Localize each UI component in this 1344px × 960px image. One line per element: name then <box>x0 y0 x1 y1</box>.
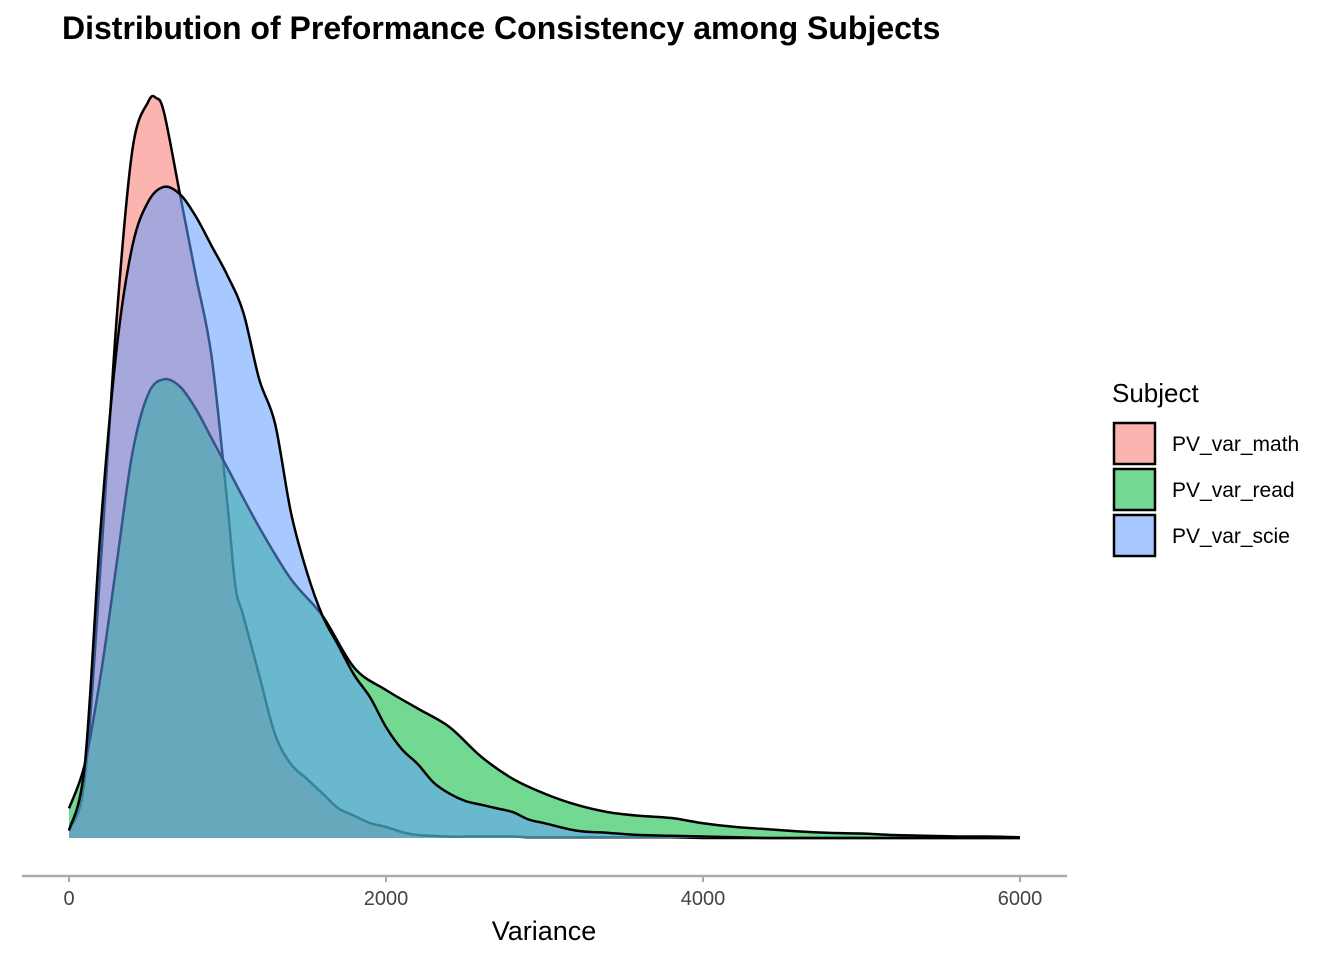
legend-key-pv-var-math <box>1112 421 1157 466</box>
legend-items: PV_var_math PV_var_read PV_var_scie <box>1112 421 1299 558</box>
legend-label-pv-var-read: PV_var_read <box>1172 479 1295 502</box>
legend: Subject PV_var_math PV_var_read PV_var_sci… <box>1112 378 1299 558</box>
x-tick-label: 6000 <box>998 888 1043 910</box>
density-area-pv-var-scie <box>69 186 1020 838</box>
chart-title: Distribution of Preformance Consistency … <box>62 10 940 46</box>
x-tick-label: 2000 <box>364 888 409 910</box>
legend-key-pv-var-scie <box>1112 513 1157 558</box>
x-tick-label: 4000 <box>681 888 726 910</box>
x-tick-label: 0 <box>63 888 74 910</box>
x-axis-title: Variance <box>492 916 597 946</box>
legend-label-pv-var-scie: PV_var_scie <box>1172 525 1290 548</box>
density-outline-pv-var-scie <box>67 185 1020 840</box>
legend-title: Subject <box>1112 378 1199 408</box>
density-areas <box>67 94 1021 840</box>
legend-key-pv-var-read <box>1112 467 1157 512</box>
x-axis-ticks: 0 2000 4000 6000 <box>63 876 1042 910</box>
legend-label-pv-var-math: PV_var_math <box>1172 433 1299 456</box>
